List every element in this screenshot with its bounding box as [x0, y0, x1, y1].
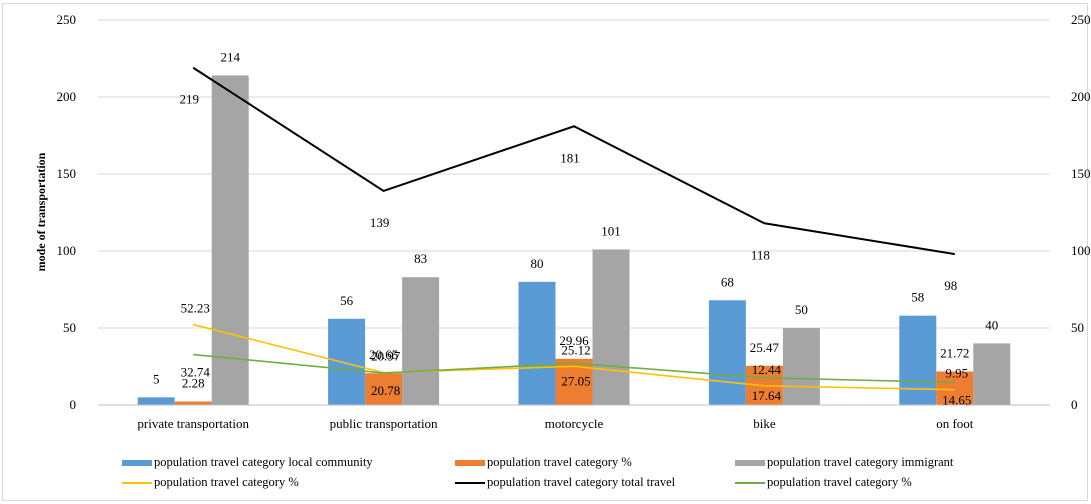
bar-label-series0-3: 68 [721, 274, 734, 289]
bar-series1-1 [365, 373, 403, 405]
legend-label-bar1: population travel category % [487, 455, 632, 469]
line-label-series0-0: 52.23 [181, 301, 210, 316]
y2-tick-label-200: 200 [1071, 89, 1091, 104]
line-label-series1-1: 139 [370, 215, 390, 230]
line-label-series2-3: 17.64 [752, 388, 782, 403]
bar-label-series2-3: 50 [795, 302, 808, 317]
legend-label-bar0: population travel category local communi… [154, 455, 373, 469]
bar-series2-0 [211, 75, 249, 405]
line-label-series2-0: 32.74 [181, 365, 211, 380]
legend-swatch-bar0 [122, 460, 152, 466]
line-label-series2-4: 14.65 [942, 392, 971, 407]
legend-label-bar2: population travel category immigrant [767, 455, 954, 469]
bar-label-series0-0: 5 [153, 371, 160, 386]
bar-series0-1 [328, 318, 366, 405]
y2-tick-label-100: 100 [1071, 243, 1091, 258]
bar-series2-1 [402, 277, 440, 405]
line-label-series1-3: 118 [751, 247, 770, 262]
legend-swatch-bar2 [735, 460, 765, 466]
y-tick-label-100: 100 [57, 243, 77, 258]
x-tick-label-2: motorcycle [545, 416, 604, 431]
legend-label-line1: population travel category total travel [487, 475, 676, 489]
legend: population travel category local communi… [122, 455, 954, 489]
bar-series1-0 [174, 401, 212, 405]
bar-label-series0-1: 56 [340, 293, 354, 308]
line-label-series1-2: 181 [560, 150, 580, 165]
axis-layer: 0 0 50 50 100 100 150 150 200 200 250 250 private tr… [57, 12, 1091, 431]
y2-tick-label-50: 50 [1071, 320, 1084, 335]
x-tick-label-4: on foot [936, 416, 974, 431]
line-label-series1-4: 98 [944, 278, 957, 293]
line-label-series2-2: 27.05 [561, 373, 590, 388]
line-label-series0-3: 12.44 [752, 362, 782, 377]
bar-label-series1-2: 29.96 [559, 333, 589, 348]
y2-tick-label-250: 250 [1071, 12, 1091, 27]
y-axis-title: mode of transportation [34, 152, 48, 271]
bar-layer [137, 75, 1011, 405]
grid-layer [98, 19, 1050, 329]
line-series0 [193, 323, 955, 391]
line-label-series1-0: 219 [179, 92, 199, 107]
bar-label-series1-0: 2.28 [182, 375, 205, 390]
bar-series0-0 [137, 397, 175, 405]
bar-label-series1-4: 21.72 [940, 346, 969, 361]
y-tick-label-250: 250 [57, 12, 77, 27]
bar-label-series2-1: 83 [414, 251, 427, 266]
y-tick-label-50: 50 [63, 320, 76, 335]
line-label-series2-1: 20.78 [371, 383, 400, 398]
line-label-series0-1: 20.97 [371, 349, 401, 364]
legend-swatch-bar1 [455, 460, 485, 466]
bar-label-series0-2: 80 [531, 256, 544, 271]
legend-label-line2: population travel category % [767, 475, 912, 489]
bar-series2-3 [782, 328, 820, 405]
line-layer [192, 66, 955, 391]
line-series1 [192, 66, 955, 256]
bar-series2-4 [973, 343, 1011, 405]
bar-series0-2 [518, 281, 556, 405]
bar-label-series2-2: 101 [601, 223, 621, 238]
x-tick-label-3: bike [753, 416, 776, 431]
bar-label-series1-1: 20.65 [369, 347, 398, 362]
bar-label-series1-3: 25.47 [750, 340, 780, 355]
bar-series1-4 [936, 371, 974, 405]
line-series2 [193, 353, 955, 384]
y2-tick-label-0: 0 [1071, 397, 1078, 412]
y-tick-label-0: 0 [70, 397, 77, 412]
chart-frame [2, 3, 1088, 501]
y-tick-label-150: 150 [57, 166, 77, 181]
legend-label-line0: population travel category % [154, 475, 299, 489]
y-tick-label-200: 200 [57, 89, 77, 104]
bar-series2-2 [592, 249, 630, 405]
bar-series0-4 [899, 315, 937, 405]
bar-label-series2-0: 214 [220, 49, 240, 64]
bar-series0-3 [708, 300, 746, 405]
x-tick-label-1: public transportation [330, 416, 438, 431]
label-layer: 5 56 80 68 58 2.28 20.65 29.96 25.47 21.72 214 83 10… [153, 49, 998, 407]
line-label-series0-2: 25.12 [561, 342, 590, 357]
line-label-series0-4: 9.95 [945, 366, 968, 381]
y2-tick-label-150: 150 [1071, 166, 1091, 181]
bar-label-series2-4: 40 [985, 317, 998, 332]
bar-label-series0-4: 58 [911, 290, 924, 305]
x-tick-label-0: private transportation [137, 416, 249, 431]
